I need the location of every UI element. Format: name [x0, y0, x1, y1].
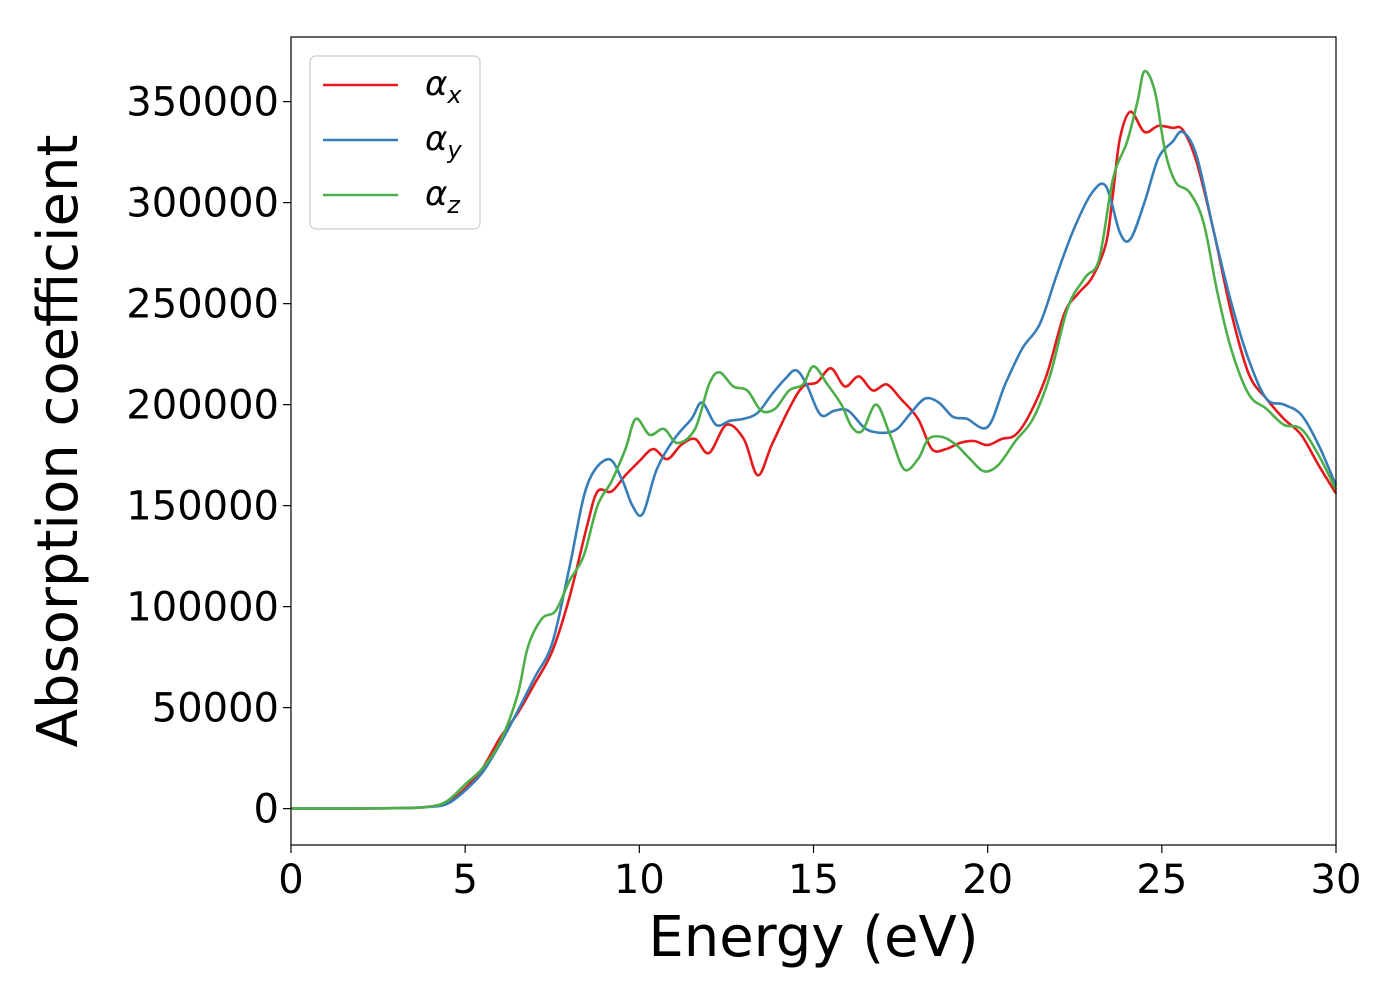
- y-tick-label: 100000: [126, 585, 279, 631]
- x-tick-label: 5: [452, 857, 477, 903]
- series-line-y: [290, 130, 1338, 810]
- legend-label-x: αx: [425, 64, 462, 109]
- y-tick-label: 250000: [126, 282, 279, 328]
- x-tick-label: 10: [614, 857, 665, 903]
- legend-label-z: αz: [425, 174, 461, 219]
- y-tick-label: 350000: [126, 80, 279, 126]
- y-tick-label: 300000: [126, 181, 279, 227]
- y-axis: 0 50000 100000 150000 200000 250000 300000 3500…: [126, 80, 291, 833]
- legend-label-y: αy: [425, 119, 462, 164]
- series-lines: [290, 69, 1338, 810]
- x-tick-label: 30: [1311, 857, 1362, 903]
- x-tick-label: 15: [788, 857, 839, 903]
- series-line-z: [290, 69, 1338, 810]
- series-line-x: [290, 110, 1338, 810]
- y-axis-title: Absorption coefficient: [26, 135, 91, 748]
- x-axis: 0 5 10 15 20 25 30: [278, 845, 1361, 903]
- x-axis-title: Energy (eV): [648, 905, 978, 970]
- x-tick-label: 25: [1136, 857, 1187, 903]
- y-tick-label: 150000: [126, 484, 279, 530]
- legend: αx αy αz: [309, 55, 481, 230]
- y-tick-label: 50000: [152, 686, 279, 732]
- y-tick-label: 200000: [126, 383, 279, 429]
- legend-frame: [309, 55, 481, 230]
- x-tick-label: 0: [278, 857, 303, 903]
- y-tick-label: 0: [254, 787, 279, 833]
- x-tick-label: 20: [962, 857, 1013, 903]
